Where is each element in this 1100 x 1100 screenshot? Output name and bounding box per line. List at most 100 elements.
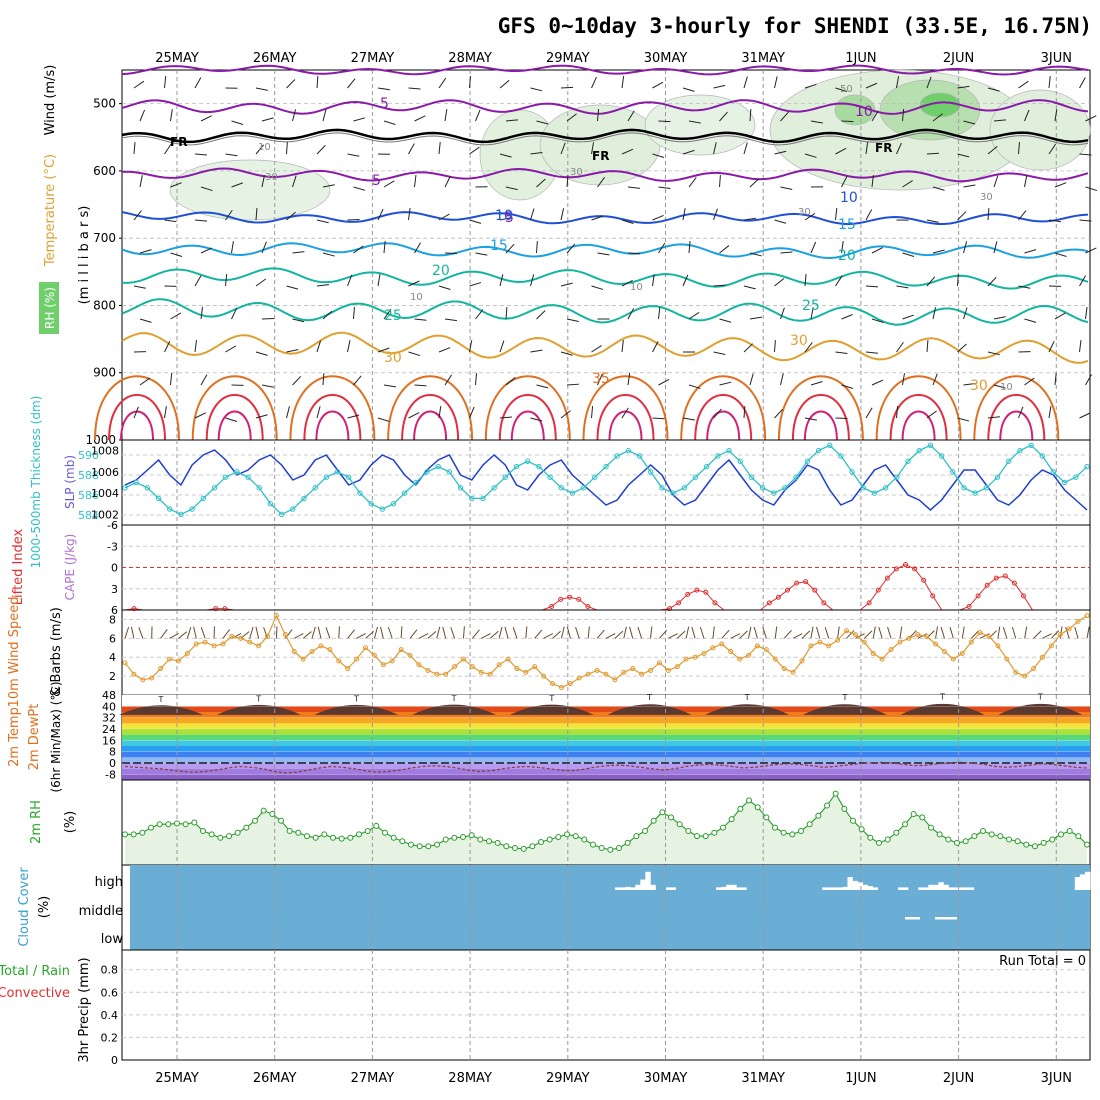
wind-barb (774, 150, 787, 155)
wind-barb (530, 349, 543, 353)
wind-barb (469, 340, 473, 353)
rh-point (191, 819, 198, 826)
slp-point (726, 447, 732, 454)
high-cloud-bar (918, 887, 924, 890)
rh-point (347, 834, 354, 841)
slp-point (849, 469, 855, 475)
wind-barb (505, 186, 518, 191)
wind-barb (347, 153, 360, 157)
isotherm-line (121, 267, 1089, 290)
wind-point (149, 675, 155, 681)
slp-point (871, 490, 878, 496)
wind-point (897, 639, 903, 645)
wind-barb (408, 280, 420, 287)
high-cloud-bar (837, 887, 843, 890)
wind-barb (292, 175, 297, 188)
wind-barb (993, 119, 1006, 122)
wind-barb (1079, 340, 1082, 353)
isotherm-label: FR (592, 149, 609, 163)
rh-point (1040, 839, 1047, 846)
wind-barb (124, 626, 130, 639)
wind-barb (940, 626, 945, 639)
rh-point (919, 814, 926, 821)
rh-point (598, 845, 605, 851)
high-cloud-bar (898, 887, 904, 890)
wind-barb (1054, 252, 1067, 257)
wind-barb (469, 406, 475, 419)
day-label-top: 27MAY (351, 51, 395, 66)
rh-point (338, 835, 345, 842)
wind-barb (409, 629, 418, 639)
slp-point (435, 463, 441, 470)
temperature-band (122, 740, 1090, 746)
axis-label-cloud-cover: Cloud Cover (17, 867, 32, 947)
thickness-tick-label: 588 (78, 469, 99, 482)
wind-point (674, 664, 680, 670)
wind-barb (815, 626, 821, 639)
warm-cell-contour (289, 375, 376, 441)
wind-barb (164, 219, 177, 223)
wind-barb (743, 142, 748, 155)
wind-barb (469, 146, 480, 155)
slp-tick-label: 1002 (91, 508, 119, 521)
wind-barb (427, 631, 437, 639)
wind-point (701, 650, 707, 656)
precip-tick-label: 0 (111, 1054, 118, 1067)
high-cloud-bar (862, 884, 868, 890)
wind-barb (316, 219, 329, 224)
slp-point (927, 442, 934, 449)
slp-point (368, 501, 374, 507)
warm-cell-contour (120, 410, 154, 441)
wind-barb (623, 626, 627, 639)
warm-cell-contour (680, 375, 767, 441)
rh-point (130, 831, 137, 838)
rh-point (624, 839, 631, 846)
wind-point (193, 641, 199, 647)
wind-barb (591, 285, 604, 290)
wind-barb (414, 384, 427, 387)
day-label-bottom: 29MAY (546, 1071, 590, 1086)
temp-max-marker: T (353, 695, 359, 704)
wind-barb (408, 351, 421, 357)
wind-barb (1048, 340, 1055, 353)
wind-barb (353, 186, 366, 191)
temperature-band (122, 723, 1090, 729)
wind-barb (719, 111, 728, 122)
wind-point (211, 643, 217, 649)
wind-barb (739, 630, 748, 639)
isotherm-label: 5 (505, 210, 514, 226)
wind-barb (871, 110, 879, 122)
wind-point (452, 664, 458, 670)
rh-point (910, 811, 917, 817)
wind-point (790, 669, 796, 675)
wind-barb (637, 627, 643, 639)
wind-tick-label: 4 (109, 651, 116, 664)
wind-barb (489, 630, 499, 639)
high-cloud-bar (615, 887, 621, 890)
wind-point (933, 641, 939, 647)
wind-point (496, 662, 502, 668)
wind-barb (804, 342, 813, 353)
slp-point (290, 506, 296, 512)
wind-point (719, 641, 725, 647)
wind-point (434, 671, 440, 677)
wind-barb (841, 384, 854, 389)
wind-barb (1024, 318, 1037, 323)
warm-cell-contour (706, 410, 741, 441)
wind-barb (713, 208, 718, 221)
wind-barb (505, 119, 518, 122)
wind-barb (688, 312, 700, 320)
wind-barb (997, 626, 1001, 639)
wind-barb (804, 212, 816, 221)
wind-point (354, 656, 360, 662)
slp-point (994, 474, 1001, 480)
wind-point (763, 647, 769, 653)
lifted-tick-label: -3 (107, 540, 118, 553)
wind-barb (194, 412, 207, 419)
temp-tick-label: 48 (102, 689, 116, 702)
wind-barb (1085, 374, 1092, 386)
wind-point (781, 666, 787, 672)
wind-barb (347, 274, 353, 287)
slp-point (580, 485, 587, 491)
